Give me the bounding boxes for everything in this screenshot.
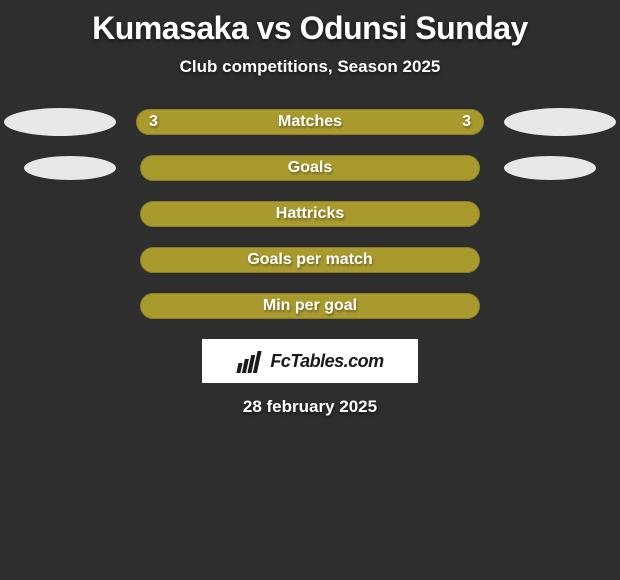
stat-label: Hattricks <box>276 205 344 223</box>
stats-container: Matches 3 3 Goals Hattricks Goals per match Mi… <box>0 109 620 319</box>
stat-label: Matches <box>278 113 342 131</box>
logo-bars-icon <box>236 349 266 373</box>
stat-row: Matches 3 3 <box>0 109 620 135</box>
logo-inner: FcTables.com <box>236 349 383 373</box>
stat-row: Goals per match <box>0 247 620 273</box>
stat-label: Goals <box>288 159 332 177</box>
stat-bar: Min per goal <box>140 293 480 319</box>
stat-bar: Goals <box>140 155 480 181</box>
logo-text: FcTables.com <box>270 351 383 372</box>
stat-bar: Goals per match <box>140 247 480 273</box>
stat-label: Min per goal <box>263 297 357 315</box>
stat-label: Goals per match <box>247 251 372 269</box>
stat-right-value: 3 <box>462 113 471 131</box>
logo-box: FcTables.com <box>202 339 418 383</box>
stat-row: Goals <box>0 155 620 181</box>
left-ellipse <box>4 108 116 136</box>
page-title: Kumasaka vs Odunsi Sunday <box>0 0 620 47</box>
stat-row: Min per goal <box>0 293 620 319</box>
right-ellipse <box>504 156 596 180</box>
stat-bar: Matches 3 3 <box>136 109 484 135</box>
date-text: 28 february 2025 <box>0 397 620 417</box>
right-ellipse <box>504 108 616 136</box>
subtitle: Club competitions, Season 2025 <box>0 57 620 77</box>
left-ellipse <box>24 156 116 180</box>
stat-bar: Hattricks <box>140 201 480 227</box>
stat-left-value: 3 <box>149 113 158 131</box>
stat-row: Hattricks <box>0 201 620 227</box>
